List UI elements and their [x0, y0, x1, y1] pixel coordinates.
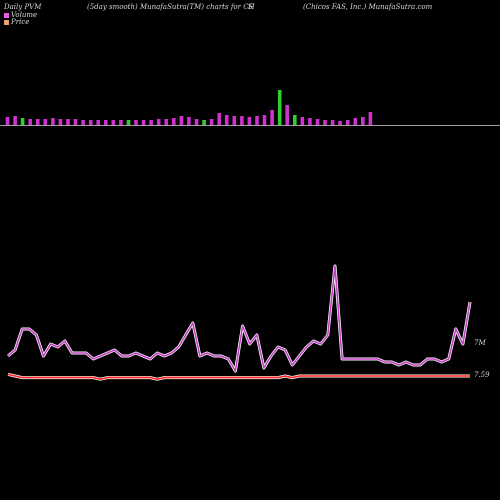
- volume-bar: [277, 90, 282, 125]
- volume-bar: [104, 120, 108, 125]
- volume-bar: [293, 115, 297, 125]
- volume-bar: [194, 119, 199, 125]
- volume-bar: [345, 120, 350, 125]
- volume-bar: [66, 119, 70, 125]
- price-end-label: 7.59: [474, 371, 490, 379]
- volume-bar: [149, 120, 153, 125]
- volume-bar: [330, 120, 335, 125]
- volume-bar: [240, 116, 244, 125]
- volume-bar: [323, 120, 327, 125]
- volume-bar: [141, 120, 146, 125]
- volume-bar: [20, 118, 25, 125]
- volume-bar: [247, 117, 252, 125]
- volume-bar: [5, 117, 10, 125]
- volume-bar: [156, 119, 161, 125]
- volume-bar: [300, 117, 305, 125]
- volume-bar: [224, 115, 229, 125]
- volume-bar: [179, 116, 184, 125]
- volume-bar: [255, 116, 259, 125]
- volume-bar: [73, 119, 78, 125]
- volume-bar: [361, 117, 365, 125]
- volume-bar: [126, 120, 131, 125]
- header-title: Daily PVM: [4, 3, 42, 11]
- volume-bar: [172, 118, 176, 125]
- volume-line: [7, 265, 471, 372]
- volume-bar: [285, 105, 289, 125]
- volume-bar: [202, 120, 206, 125]
- volume-line-halo: [7, 264, 472, 373]
- volume-bar: [209, 119, 214, 125]
- legend-price-label: Price: [11, 18, 30, 26]
- volume-bar: [13, 116, 17, 125]
- legend-volume-label: Volume: [11, 11, 38, 19]
- volume-bar: [81, 120, 85, 125]
- header-right: (Chicos FAS, Inc.) MunafaSutra.com: [303, 3, 433, 11]
- volume-bar: [232, 116, 237, 125]
- price-line: [7, 373, 470, 380]
- volume-bar: [134, 120, 138, 125]
- volume-end-label: 7M: [474, 339, 486, 347]
- volume-bar: [111, 120, 116, 125]
- volume-bar: [338, 121, 342, 125]
- volume-bar: [58, 119, 63, 125]
- legend-price-swatch: [4, 19, 9, 25]
- legend-volume-swatch: [4, 12, 9, 18]
- volume-bar: [119, 120, 123, 125]
- volume-bar: [217, 113, 221, 125]
- legend-price: Price: [4, 18, 29, 26]
- volume-bar: [51, 118, 55, 125]
- series-lines: [7, 264, 472, 381]
- volume-bar: [315, 119, 320, 125]
- volume-bar: [28, 119, 32, 125]
- volume-bar: [262, 115, 267, 125]
- volume-bar: [164, 119, 169, 125]
- volume-bars: [5, 90, 373, 125]
- volume-bar: [43, 119, 48, 125]
- header-symbol-suffix: S: [248, 3, 253, 11]
- volume-bar: [270, 110, 274, 125]
- legend-volume: Volume: [4, 11, 37, 19]
- volume-bar: [96, 120, 100, 125]
- header-center: (5day smooth) MunafaSutra(TM) charts for…: [87, 3, 255, 11]
- volume-bar: [353, 118, 358, 125]
- volume-bar: [187, 117, 191, 125]
- volume-bar: [35, 119, 40, 125]
- volume-bar: [88, 120, 93, 125]
- volume-bar: [308, 118, 312, 125]
- volume-bar: [368, 112, 373, 125]
